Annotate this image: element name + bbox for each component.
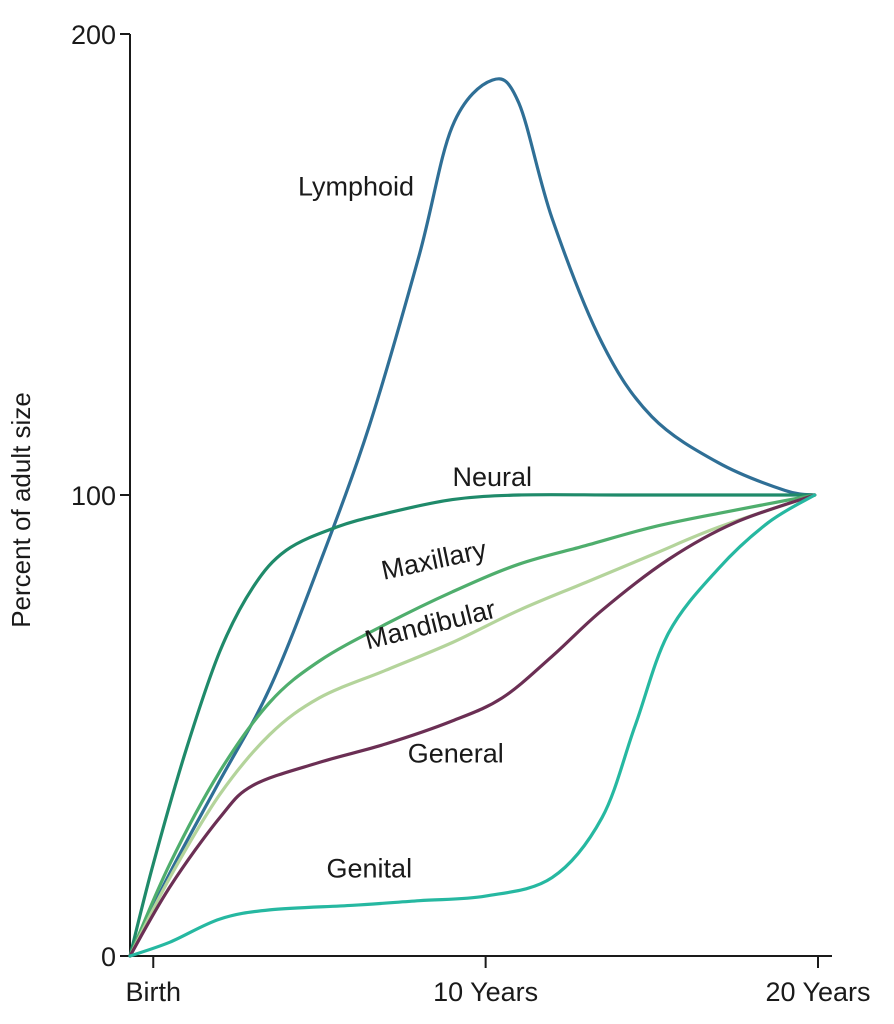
curve-label-maxillary: Maxillary	[379, 534, 490, 586]
y-tick-label: 100	[71, 481, 116, 511]
y-axis-ticks: 0 100 200	[71, 20, 130, 972]
x-axis-ticks: Birth 10 Years 20 Years	[126, 956, 871, 1007]
series-line-genital	[128, 493, 817, 958]
series-line-maxillary	[128, 493, 817, 958]
series-lines	[128, 77, 817, 958]
series-line-mandibular	[128, 493, 817, 958]
y-axis-title: Percent of adult size	[6, 392, 36, 628]
curve-label-genital: Genital	[327, 854, 413, 884]
x-tick-label: 10 Years	[433, 977, 538, 1007]
x-tick-label: 20 Years	[765, 977, 870, 1007]
curve-label-general: General	[408, 738, 504, 768]
series-line-lymphoid	[128, 77, 817, 958]
y-tick-label: 200	[71, 20, 116, 50]
y-tick-label: 0	[101, 942, 116, 972]
curve-label-neural: Neural	[453, 462, 533, 492]
curve-label-lymphoid: Lymphoid	[298, 171, 414, 201]
x-tick-label: Birth	[126, 977, 182, 1007]
series-line-general	[128, 493, 817, 958]
series-line-neural	[128, 493, 817, 958]
